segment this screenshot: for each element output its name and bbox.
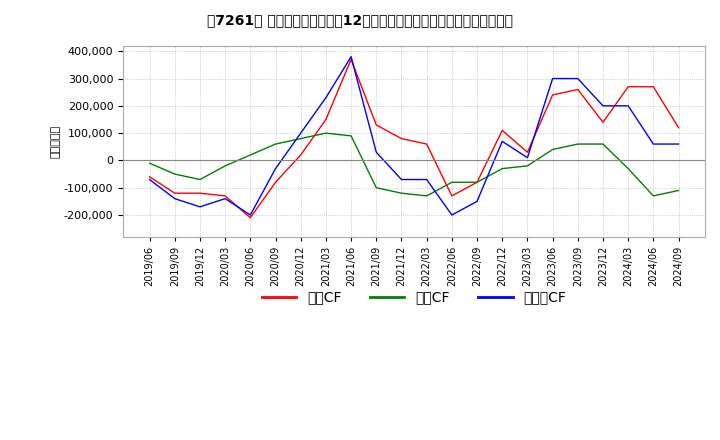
営業CF [221,193,230,198]
投資CF [221,163,230,169]
フリーCF [397,177,406,182]
営業CF [297,152,305,158]
投資CF [649,193,657,198]
投資CF [145,161,154,166]
フリーCF [423,177,431,182]
営業CF [271,180,280,185]
投資CF [573,141,582,147]
営業CF [573,87,582,92]
投資CF [523,163,532,169]
営業CF [674,125,683,130]
Legend: 営業CF, 投資CF, フリーCF: 営業CF, 投資CF, フリーCF [256,285,572,310]
営業CF [347,57,356,62]
営業CF [598,120,607,125]
営業CF [322,117,330,122]
営業CF [423,141,431,147]
営業CF [473,180,482,185]
フリーCF [246,213,255,218]
フリーCF [674,141,683,147]
投資CF [473,180,482,185]
フリーCF [322,95,330,100]
投資CF [624,166,632,171]
営業CF [448,193,456,198]
投資CF [598,141,607,147]
フリーCF [649,141,657,147]
フリーCF [473,199,482,204]
フリーCF [372,150,381,155]
営業CF [246,215,255,220]
投資CF [674,188,683,193]
フリーCF [523,155,532,160]
営業CF [145,174,154,180]
投資CF [322,131,330,136]
フリーCF [347,54,356,59]
営業CF [523,150,532,155]
投資CF [246,152,255,158]
フリーCF [297,131,305,136]
フリーCF [624,103,632,109]
投資CF [448,180,456,185]
フリーCF [145,177,154,182]
営業CF [649,84,657,89]
フリーCF [573,76,582,81]
フリーCF [171,196,179,201]
フリーCF [271,166,280,171]
投資CF [423,193,431,198]
Line: 投資CF: 投資CF [150,133,678,196]
Line: 営業CF: 営業CF [150,59,678,218]
営業CF [624,84,632,89]
フリーCF [498,139,507,144]
投資CF [498,166,507,171]
Y-axis label: （百万円）: （百万円） [51,125,61,158]
フリーCF [448,213,456,218]
投資CF [271,141,280,147]
営業CF [171,191,179,196]
投資CF [171,172,179,177]
営業CF [372,122,381,128]
投資CF [549,147,557,152]
フリーCF [549,76,557,81]
フリーCF [196,204,204,209]
投資CF [347,133,356,139]
投資CF [372,185,381,191]
投資CF [196,177,204,182]
投資CF [397,191,406,196]
営業CF [498,128,507,133]
営業CF [549,92,557,98]
営業CF [196,191,204,196]
Text: 【7261】 キャッシュフローの12か月移動合計の対前年同期増減額の推移: 【7261】 キャッシュフローの12か月移動合計の対前年同期増減額の推移 [207,13,513,27]
フリーCF [221,196,230,201]
投資CF [297,136,305,141]
フリーCF [598,103,607,109]
Line: フリーCF: フリーCF [150,57,678,215]
営業CF [397,136,406,141]
